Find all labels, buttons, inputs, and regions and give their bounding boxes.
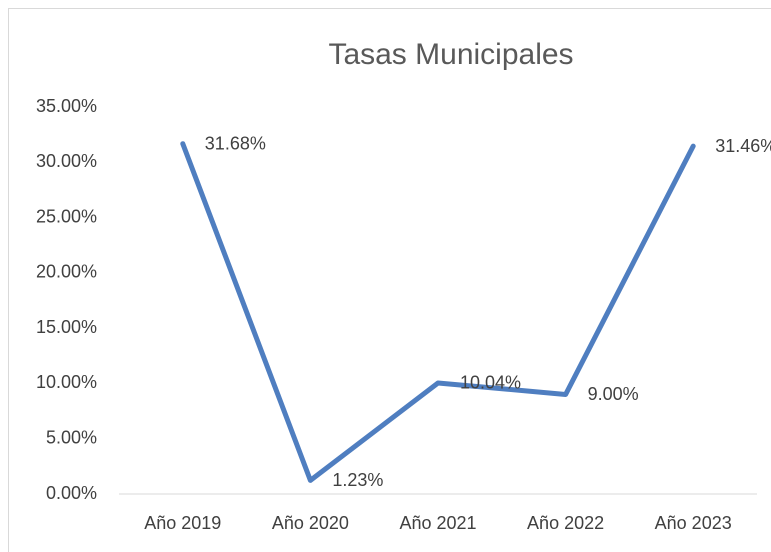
data-label: 31.46% [715,136,771,156]
y-tick-label: 30.00% [36,151,97,171]
x-tick-label: Año 2023 [655,513,732,533]
chart-frame [8,8,771,552]
chart-title: Tasas Municipales [328,38,573,71]
y-tick-label: 25.00% [36,206,97,226]
data-label: 1.23% [332,470,383,490]
line-series [180,141,696,483]
y-tick-label: 5.00% [46,427,97,447]
y-tick-label: 10.00% [36,372,97,392]
y-tick-label: 35.00% [36,96,97,116]
x-tick-label: Año 2021 [399,513,476,533]
y-tick-label: 20.00% [36,262,97,282]
data-label: 10.04% [460,373,521,393]
x-tick-label: Año 2020 [272,513,349,533]
data-label: 9.00% [588,384,639,404]
x-tick-label: Año 2019 [144,513,221,533]
y-tick-label: 0.00% [46,483,97,503]
x-tick-label: Año 2022 [527,513,604,533]
y-tick-label: 15.00% [36,317,97,337]
data-label: 31.68% [205,133,266,153]
